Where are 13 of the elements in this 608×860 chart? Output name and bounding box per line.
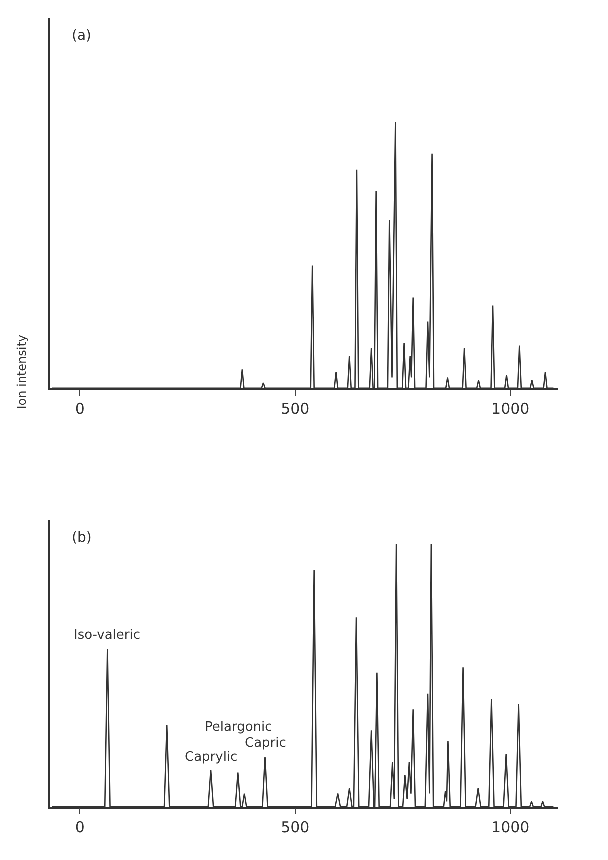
- annotation: Iso-valeric: [74, 628, 141, 643]
- x-tick-label: 1000: [492, 818, 530, 837]
- x-tick-label: 1000: [492, 400, 530, 418]
- x-tick-label: 0: [75, 400, 85, 418]
- chart-title: (b): [72, 530, 92, 546]
- annotation: Caprylic: [185, 750, 238, 765]
- annotation: Capric: [245, 736, 286, 751]
- x-tick-label: 500: [281, 400, 310, 418]
- x-tick-label: 500: [281, 818, 310, 837]
- y-axis-title: Ion intensity: [14, 334, 29, 410]
- chart-title: (a): [72, 28, 92, 44]
- annotation: Pelargonic: [205, 720, 272, 735]
- x-tick-label: 0: [75, 818, 85, 837]
